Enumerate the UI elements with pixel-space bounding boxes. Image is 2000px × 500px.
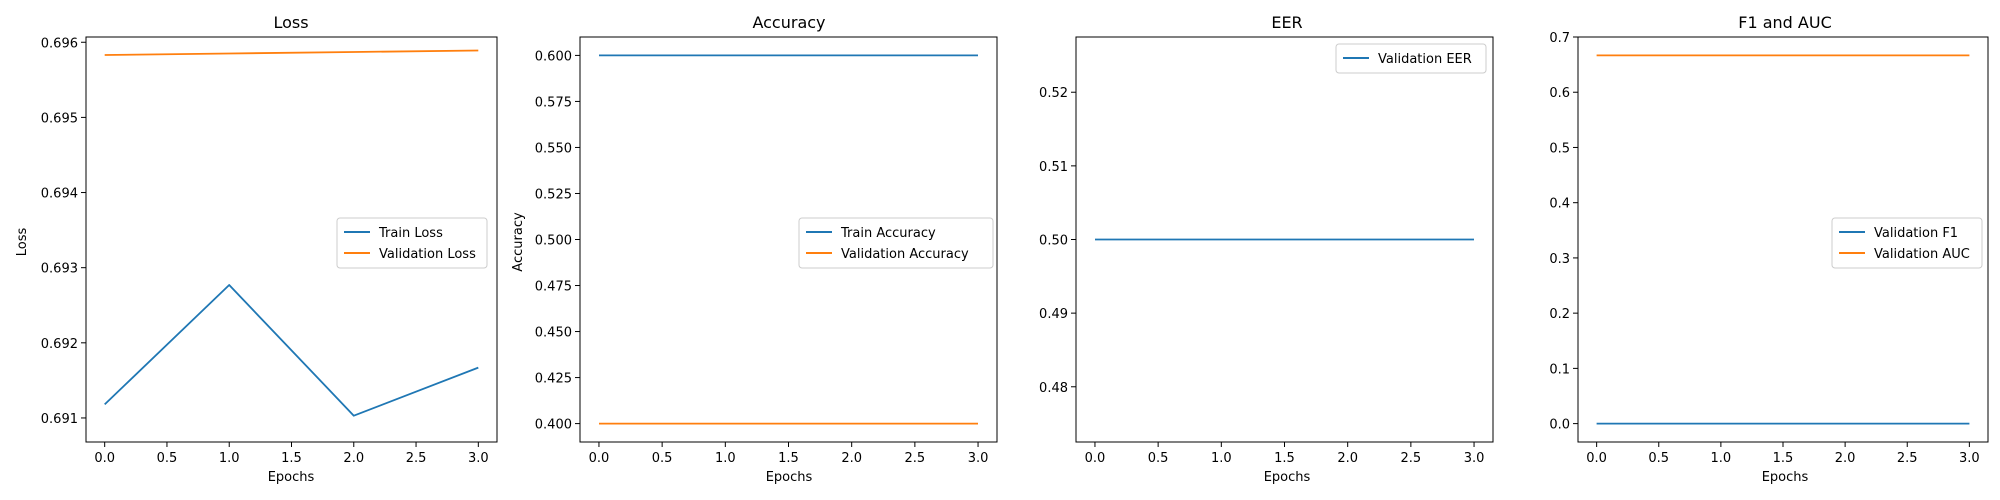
accuracy-y-tick-label: 0.425: [535, 372, 572, 387]
accuracy-x-tick-label: 0.0: [589, 451, 610, 466]
eer-y-tick-label: 0.50: [1039, 234, 1068, 249]
eer-panel: EER Epochs 0.0 0.5 1.0 1.5 2.0 2.5 3.0 0.48 0.49…: [1039, 13, 1494, 485]
accuracy-x-tick-label: 2.5: [905, 451, 926, 466]
loss-title: Loss: [273, 13, 308, 32]
loss-x-tick-label: 0.0: [94, 451, 115, 466]
f1-auc-y-tick-label: 0.0: [1549, 418, 1570, 433]
eer-legend-label-validation-eer: Validation EER: [1378, 52, 1472, 67]
f1-auc-panel: F1 and AUC Epochs 0.0 0.5 1.0 1.5 2.0 2.5 3.00…: [1549, 13, 1989, 485]
accuracy-x-axis-label: Epochs: [766, 470, 813, 485]
f1-auc-y-tick-label: 0.6: [1549, 86, 1570, 101]
loss-legend-box: [336, 217, 488, 269]
eer-marks: 0.0 0.5 1.0 1.5 2.0 2.5 3.0 0.48 0.49 0.50 0.51 0.5…: [1039, 36, 1494, 466]
loss-x-tick-label: 1.5: [281, 451, 302, 466]
f1-auc-y-tick-label: 0.3: [1549, 252, 1570, 267]
f1-auc-y-tick-label: 0.4: [1549, 197, 1570, 212]
accuracy-y-axis-label: Accuracy: [511, 212, 526, 272]
f1-auc-x-tick-label: 0.0: [1586, 451, 1607, 466]
accuracy-legend-box: [798, 217, 994, 269]
eer-y-tick-label: 0.49: [1039, 307, 1068, 322]
eer-x-tick-label: 1.5: [1274, 451, 1295, 466]
accuracy-marks: 0.0 0.5 1.0 1.5 2.0 2.5 3.0 0.400 0.425 0.450 0.47…: [535, 36, 998, 466]
eer-x-tick-label: 0.5: [1148, 451, 1169, 466]
eer-x-axis-label: Epochs: [1264, 470, 1311, 485]
loss-series-validation-loss: [104, 49, 479, 56]
accuracy-panel: Accuracy Epochs Accuracy 0.0 0.5 1.0 1.5 2.0…: [511, 13, 998, 485]
loss-y-axis-label: Loss: [15, 228, 30, 257]
f1-auc-y-tick-label: 0.2: [1549, 307, 1570, 322]
f1-auc-y-tick-label: 0.1: [1549, 362, 1570, 377]
eer-y-tick-label: 0.52: [1039, 86, 1068, 101]
eer-x-tick-label: 1.0: [1211, 451, 1232, 466]
f1-auc-y-tick-label: 0.5: [1549, 141, 1570, 156]
accuracy-title: Accuracy: [752, 13, 825, 32]
f1-auc-x-tick-label: 0.5: [1648, 451, 1669, 466]
loss-x-tick-label: 0.5: [157, 451, 178, 466]
accuracy-y-tick-label: 0.525: [535, 187, 572, 202]
accuracy-y-tick-label: 0.500: [535, 234, 572, 249]
loss-y-tick-label: 0.691: [41, 412, 78, 427]
f1-auc-x-tick-label: 1.0: [1711, 451, 1732, 466]
f1-auc-x-tick-label: 2.0: [1835, 451, 1856, 466]
eer-y-tick-label: 0.51: [1039, 160, 1068, 175]
accuracy-x-tick-label: 3.0: [968, 451, 989, 466]
loss-legend-label-validation-loss: Validation Loss: [379, 247, 476, 262]
accuracy-legend-label-train-accuracy: Train Accuracy: [840, 226, 936, 241]
accuracy-y-tick-label: 0.400: [535, 418, 572, 433]
eer-x-tick-label: 0.0: [1085, 451, 1106, 466]
loss-panel: Loss Epochs Loss 0.0 0.5 1.0 1.5 2.0 2.5 3.00.…: [15, 13, 498, 485]
eer-x-tick-label: 2.5: [1401, 451, 1422, 466]
accuracy-x-tick-label: 1.5: [778, 451, 799, 466]
f1-auc-x-tick-label: 3.0: [1959, 451, 1980, 466]
loss-series-train-loss: [104, 284, 479, 417]
accuracy-y-tick-label: 0.600: [535, 49, 572, 64]
eer-x-tick-label: 3.0: [1464, 451, 1485, 466]
accuracy-y-tick-label: 0.450: [535, 326, 572, 341]
eer-x-tick-label: 2.0: [1337, 451, 1358, 466]
loss-x-axis-label: Epochs: [268, 470, 315, 485]
accuracy-x-tick-label: 1.0: [715, 451, 736, 466]
f1-auc-x-tick-label: 2.5: [1897, 451, 1918, 466]
loss-x-tick-label: 1.0: [219, 451, 240, 466]
loss-x-tick-label: 3.0: [468, 451, 489, 466]
accuracy-y-tick-label: 0.575: [535, 95, 572, 110]
f1-auc-legend-label-validation-auc: Validation AUC: [1874, 247, 1970, 262]
loss-x-tick-label: 2.0: [343, 451, 364, 466]
accuracy-y-tick-label: 0.550: [535, 141, 572, 156]
f1-auc-title: F1 and AUC: [1738, 13, 1831, 32]
f1-auc-x-axis-label: Epochs: [1762, 470, 1809, 485]
loss-y-tick-label: 0.696: [41, 36, 78, 51]
accuracy-x-tick-label: 2.0: [841, 451, 862, 466]
loss-y-tick-label: 0.693: [41, 262, 78, 277]
f1-auc-marks: 0.0 0.5 1.0 1.5 2.0 2.5 3.0 0.0 0.1 0.2 0.3 0.4 0.5 0…: [1549, 31, 1989, 466]
accuracy-legend-label-validation-accuracy: Validation Accuracy: [841, 247, 969, 262]
loss-y-tick-label: 0.695: [41, 111, 78, 126]
f1-auc-legend-box: [1831, 217, 1983, 269]
f1-auc-x-tick-label: 1.5: [1773, 451, 1794, 466]
accuracy-x-tick-label: 0.5: [652, 451, 673, 466]
loss-y-tick-label: 0.692: [41, 337, 78, 352]
loss-x-tick-label: 2.5: [406, 451, 427, 466]
f1-auc-legend-label-validation-f1: Validation F1: [1874, 226, 1958, 241]
loss-legend-label-train-loss: Train Loss: [378, 226, 443, 241]
accuracy-y-tick-label: 0.475: [535, 280, 572, 295]
eer-title: EER: [1271, 13, 1302, 32]
eer-y-tick-label: 0.48: [1039, 381, 1068, 396]
eer-legend-box: [1335, 43, 1487, 74]
loss-marks: 0.0 0.5 1.0 1.5 2.0 2.5 3.0 0.691 0.692 0.693 0.69…: [41, 36, 498, 466]
f1-auc-y-tick-label: 0.7: [1549, 31, 1570, 46]
loss-y-tick-label: 0.694: [41, 187, 78, 202]
